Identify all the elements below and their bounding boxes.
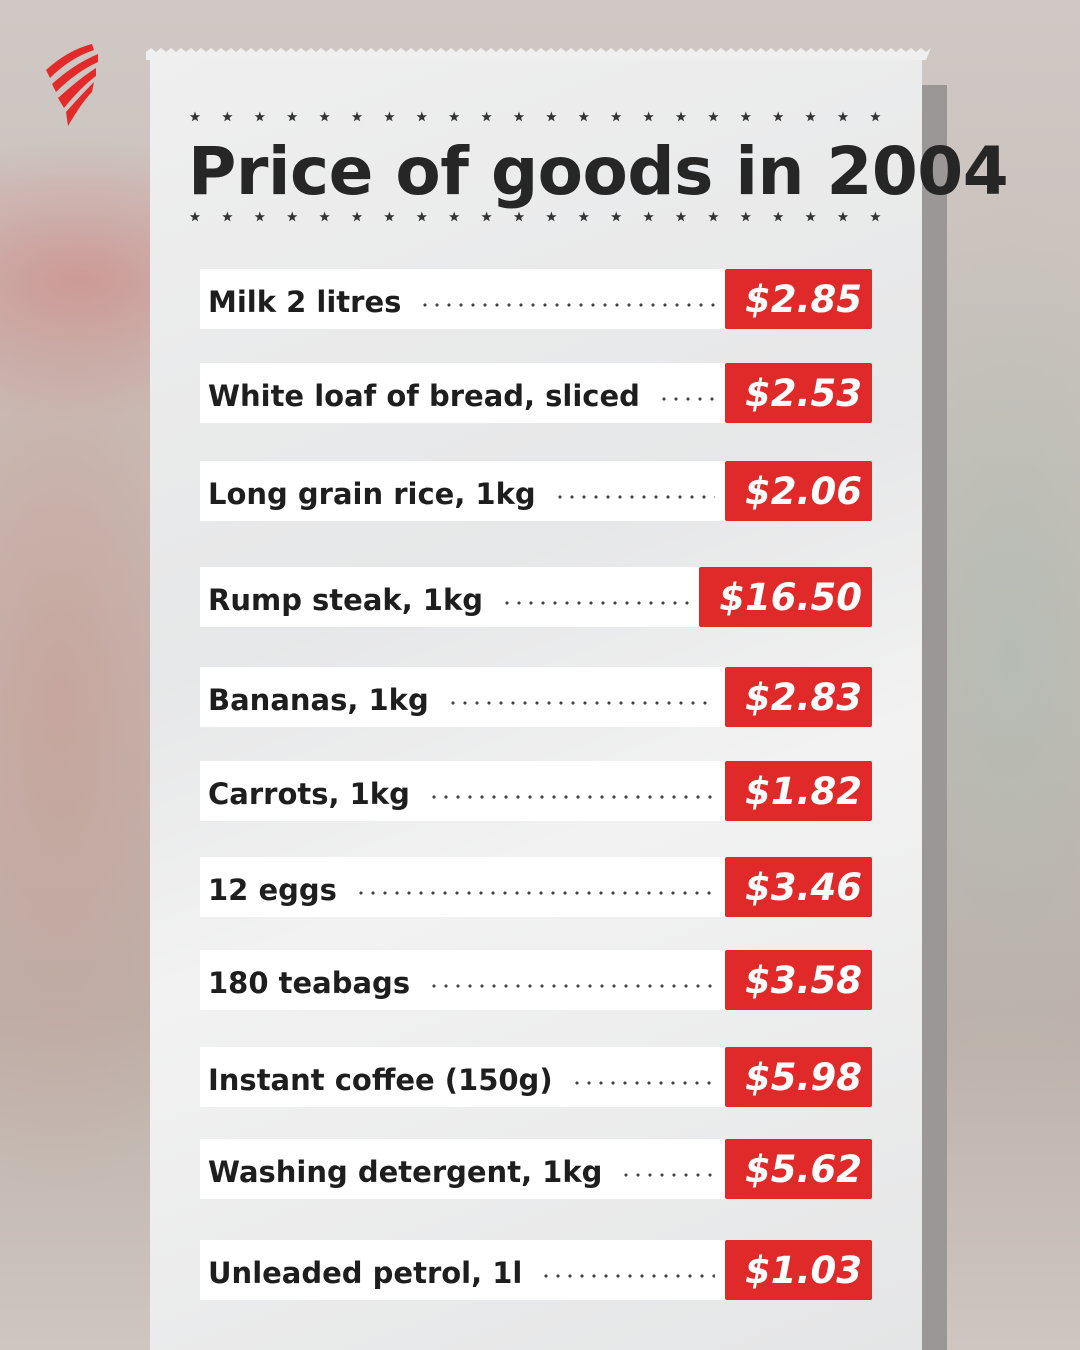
star	[773, 211, 784, 222]
logo	[46, 44, 98, 126]
dot-leader	[570, 1080, 715, 1086]
star	[740, 211, 751, 222]
star	[449, 211, 460, 222]
item-row: 180 teabags $3.58	[200, 950, 872, 1010]
star	[351, 211, 363, 222]
star	[513, 111, 525, 122]
item-row: Instant coffee (150g) $5.98	[200, 1047, 872, 1107]
item-row: Bananas, 1kg $2.83	[200, 667, 872, 727]
dot-leader	[501, 600, 690, 606]
dot-leader	[427, 794, 715, 800]
star	[416, 111, 427, 122]
star	[578, 211, 589, 222]
logo-mark	[46, 44, 98, 126]
item-price: $3.58	[724, 950, 872, 1010]
edge-shape	[146, 48, 931, 60]
star	[189, 211, 201, 222]
star	[675, 111, 687, 122]
item-row: Milk 2 litres $2.85	[200, 269, 872, 329]
star	[222, 211, 233, 222]
item-name: 180 teabags	[208, 966, 411, 1000]
star	[870, 111, 881, 122]
item-price: $16.50	[699, 567, 872, 627]
star	[319, 111, 330, 122]
star	[481, 211, 492, 222]
star	[675, 211, 687, 222]
dot-leader	[428, 983, 715, 989]
star	[805, 111, 816, 122]
item-row: Unleaded petrol, 1l $1.03	[200, 1240, 872, 1300]
star	[513, 211, 525, 222]
item-price: $2.85	[724, 269, 872, 329]
star	[287, 211, 298, 222]
star-rows	[189, 111, 881, 222]
item-name: 12 eggs	[208, 873, 337, 907]
star	[805, 211, 816, 222]
star	[384, 211, 395, 222]
item-price: $2.06	[724, 461, 872, 521]
star	[189, 111, 201, 122]
item-row: Carrots, 1kg $1.82	[200, 761, 872, 821]
star	[740, 111, 751, 122]
item-row: White loaf of bread, sliced $2.53	[200, 363, 872, 423]
item-price: $1.82	[724, 761, 872, 821]
dot-leader	[419, 302, 715, 308]
star	[611, 111, 622, 122]
item-price: $1.03	[724, 1240, 872, 1300]
star	[578, 111, 589, 122]
star	[870, 211, 881, 222]
star	[254, 111, 265, 122]
item-name: White loaf of bread, sliced	[208, 379, 640, 413]
item-name: Unleaded petrol, 1l	[208, 1256, 523, 1290]
item-row: 12 eggs $3.46	[200, 857, 872, 917]
star	[481, 111, 492, 122]
item-name: Washing detergent, 1kg	[208, 1155, 603, 1189]
star	[351, 111, 363, 122]
star	[708, 211, 719, 222]
item-name: Carrots, 1kg	[208, 777, 410, 811]
item-row: Long grain rice, 1kg $2.06	[200, 461, 872, 521]
item-price: $5.98	[724, 1047, 872, 1107]
dot-leader	[657, 396, 715, 402]
star	[611, 211, 622, 222]
title: Price of goods in 2004	[188, 133, 1009, 210]
star	[643, 211, 654, 222]
dot-leader	[540, 1273, 715, 1279]
dot-leader	[620, 1172, 715, 1178]
item-price: $2.83	[724, 667, 872, 727]
dot-leader	[553, 494, 715, 500]
item-price: $2.53	[724, 363, 872, 423]
item-name: Milk 2 litres	[208, 285, 402, 319]
item-row: Rump steak, 1kg $16.50	[200, 567, 872, 627]
star	[287, 111, 298, 122]
star	[643, 111, 654, 122]
star	[384, 111, 395, 122]
star	[254, 211, 265, 222]
star	[546, 111, 557, 122]
star	[837, 211, 849, 222]
receipt-edge	[146, 48, 931, 60]
star	[837, 111, 849, 122]
star	[773, 111, 784, 122]
star	[416, 211, 427, 222]
star	[708, 111, 719, 122]
star	[222, 111, 233, 122]
star	[546, 211, 557, 222]
star	[449, 111, 460, 122]
item-row: Washing detergent, 1kg $5.62	[200, 1139, 872, 1199]
star	[319, 211, 330, 222]
item-price: $3.46	[724, 857, 872, 917]
item-name: Rump steak, 1kg	[208, 583, 484, 617]
item-name: Instant coffee (150g)	[208, 1063, 553, 1097]
item-price: $5.62	[724, 1139, 872, 1199]
dot-leader	[446, 700, 715, 706]
dot-leader	[354, 890, 715, 896]
item-name: Bananas, 1kg	[208, 683, 429, 717]
item-name: Long grain rice, 1kg	[208, 477, 536, 511]
